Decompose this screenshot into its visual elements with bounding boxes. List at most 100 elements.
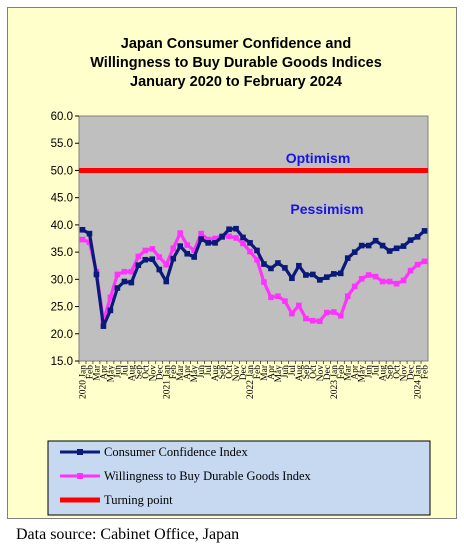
x-tick-label: Apr xyxy=(351,364,361,380)
legend-item: Turning point xyxy=(60,493,173,507)
x-tick-label: Feb xyxy=(337,365,347,380)
durable-goods-point xyxy=(344,293,351,300)
durable-goods-point xyxy=(226,233,232,240)
x-tick-label: Feb xyxy=(421,365,431,380)
consumer-confidence-point xyxy=(261,261,267,267)
consumer-confidence-point xyxy=(128,279,135,286)
y-tick-label: 60.0 xyxy=(51,111,73,123)
x-tick-label: Feb xyxy=(85,365,95,380)
durable-goods-point xyxy=(400,277,407,284)
legend-marker xyxy=(77,473,83,479)
consumer-confidence-point xyxy=(372,237,379,244)
durable-goods-point xyxy=(79,236,86,243)
x-tick-label: May xyxy=(190,365,200,383)
x-tick-label: Dec xyxy=(239,365,249,380)
consumer-confidence-point xyxy=(254,247,260,254)
durable-goods-point xyxy=(275,293,281,300)
chart-title-line-3: January 2020 to February 2024 xyxy=(130,74,342,90)
consumer-confidence-point xyxy=(344,255,351,261)
durable-goods-point xyxy=(170,245,177,252)
durable-goods-point xyxy=(191,247,197,254)
durable-goods-point xyxy=(282,298,288,304)
durable-goods-point xyxy=(121,268,128,275)
chart-title: Japan Consumer Confidence and Willingnes… xyxy=(90,36,382,90)
consumer-confidence-point xyxy=(317,277,323,283)
durable-goods-point xyxy=(205,236,211,243)
x-tick-label: Dec xyxy=(407,365,417,380)
x-tick-label: Aug xyxy=(295,365,305,382)
consumer-confidence-point xyxy=(400,243,407,249)
y-tick-label: 20.0 xyxy=(51,329,73,341)
consumer-confidence-point xyxy=(205,240,211,246)
x-tick-label: Nov xyxy=(148,365,158,382)
durable-goods-point xyxy=(330,309,337,315)
consumer-confidence-point xyxy=(268,265,274,272)
durable-goods-point xyxy=(358,275,365,282)
durable-goods-point xyxy=(247,248,253,255)
durable-goods-point xyxy=(268,294,274,301)
durable-goods-point xyxy=(365,272,372,278)
consumer-confidence-point xyxy=(330,271,337,277)
x-tick-label: Oct xyxy=(141,365,151,379)
y-tick-label: 40.0 xyxy=(51,220,73,232)
y-tick-label: 50.0 xyxy=(51,165,73,177)
consumer-confidence-point xyxy=(156,266,163,273)
durable-goods-point xyxy=(240,240,246,247)
consumer-confidence-point xyxy=(219,234,225,240)
consumer-confidence-point xyxy=(414,234,421,240)
consumer-confidence-point xyxy=(310,271,316,278)
consumer-confidence-point xyxy=(358,242,365,249)
legend-marker xyxy=(77,449,83,455)
x-tick-label: Sep xyxy=(302,365,312,380)
x-tick-label: Mar xyxy=(92,364,102,381)
consumer-confidence-point xyxy=(226,226,232,233)
x-tick-label: Jul xyxy=(288,365,298,376)
legend-label: Turning point xyxy=(104,493,173,507)
durable-goods-point xyxy=(296,302,302,309)
consumer-confidence-point xyxy=(386,248,393,254)
x-tick-label: Mar xyxy=(344,364,354,381)
source-note: Data source: Cabinet Office, Japan xyxy=(16,526,240,543)
x-tick-label: 2020 Jan xyxy=(78,365,88,399)
annotation-optimism: Optimism xyxy=(286,150,351,166)
legend-item: Consumer Confidence Index xyxy=(60,445,248,459)
durable-goods-point xyxy=(414,261,421,268)
durable-goods-point xyxy=(149,246,156,252)
durable-goods-point xyxy=(114,271,121,278)
durable-goods-point xyxy=(372,273,379,280)
durable-goods-point xyxy=(421,258,428,265)
consumer-confidence-point xyxy=(142,256,149,263)
consumer-confidence-point xyxy=(170,255,177,262)
x-tick-label: Feb xyxy=(169,365,179,380)
consumer-confidence-point xyxy=(337,270,344,277)
x-tick-label: Oct xyxy=(393,365,403,379)
durable-goods-point xyxy=(198,230,204,237)
durable-goods-point xyxy=(289,310,295,317)
consumer-confidence-point xyxy=(323,274,330,280)
x-tick-label: Nov xyxy=(400,365,410,382)
durable-goods-point xyxy=(379,278,386,285)
consumer-confidence-point xyxy=(114,285,121,291)
consumer-confidence-point xyxy=(233,225,239,232)
consumer-confidence-point xyxy=(121,278,128,285)
y-tick-label: 35.0 xyxy=(51,247,73,259)
x-tick-label: Aug xyxy=(379,365,389,382)
y-tick-label: 55.0 xyxy=(51,138,73,150)
durable-goods-point xyxy=(142,247,149,254)
x-tick-label: Oct xyxy=(309,365,319,379)
consumer-confidence-point xyxy=(177,243,184,249)
x-tick-label: Apr xyxy=(99,364,109,380)
x-tick-label: Jun xyxy=(113,365,123,378)
consumer-confidence-point xyxy=(135,262,142,268)
x-tick-label: Jun xyxy=(365,365,375,378)
durable-goods-point xyxy=(135,253,142,260)
legend-label: Consumer Confidence Index xyxy=(104,445,248,459)
x-tick-label: May xyxy=(106,365,116,383)
consumer-confidence-point xyxy=(191,254,197,260)
x-tick-label: Apr xyxy=(267,364,277,380)
x-tick-label: Jun xyxy=(197,365,207,378)
durable-goods-point xyxy=(177,230,184,236)
x-tick-label: Sep xyxy=(134,365,144,380)
legend: Consumer Confidence Index Willingness to … xyxy=(47,440,431,516)
consumer-confidence-point xyxy=(107,307,114,314)
